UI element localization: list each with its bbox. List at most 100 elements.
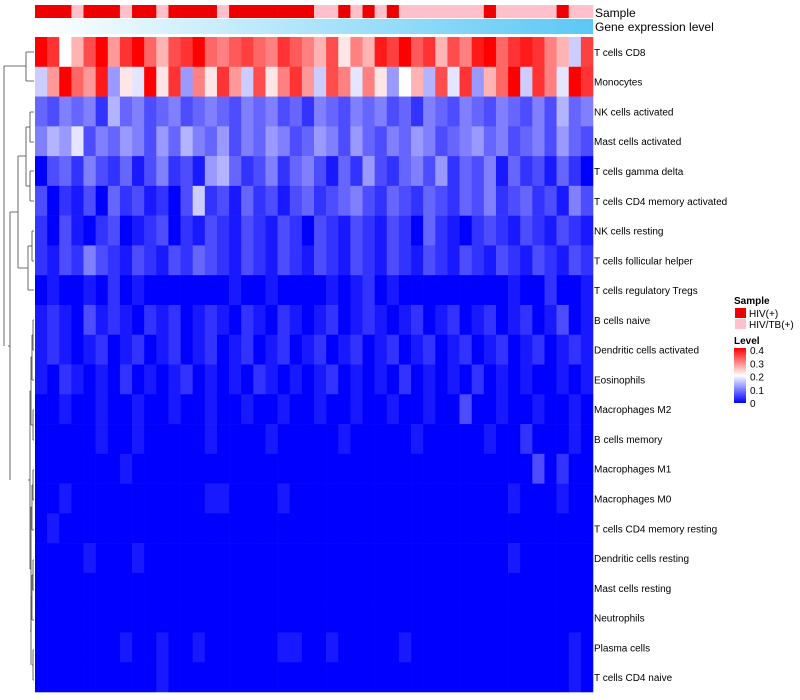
heatmap-cell: [35, 572, 48, 603]
heatmap-cell: [289, 96, 303, 127]
heatmap-cell: [156, 304, 169, 336]
heatmap-cell: [471, 126, 485, 157]
heatmap-cell: [277, 394, 291, 425]
row-label: T cells regulatory Tregs: [594, 286, 698, 297]
heatmap-cell: [532, 245, 545, 276]
heatmap-cell: [71, 37, 84, 68]
heatmap-cell: [156, 662, 169, 693]
heatmap-cell: [398, 424, 412, 455]
heatmap-cell: [204, 126, 218, 157]
heatmap-cell: [483, 304, 497, 336]
heatmap-cell: [107, 424, 121, 455]
heatmap-cell: [301, 126, 315, 157]
heatmap-cell: [83, 156, 96, 187]
heatmap-cell: [447, 245, 460, 276]
heatmap-cell: [180, 185, 193, 216]
heatmap-cell: [47, 126, 60, 157]
heatmap-cell: [253, 572, 266, 603]
heatmap-cell: [71, 275, 84, 306]
heatmap-cell: [35, 185, 48, 216]
heatmap-cell: [216, 394, 230, 425]
heatmap-cell: [229, 543, 242, 574]
heatmap-cell: [144, 66, 157, 97]
heatmap-cell: [568, 602, 582, 633]
heatmap-cell: [289, 662, 303, 693]
heatmap-cell: [520, 37, 533, 68]
heatmap-cell: [265, 334, 278, 365]
heatmap-cell: [132, 483, 145, 514]
row-label: Macrophages M1: [594, 465, 672, 476]
heatmap-cell: [156, 245, 169, 276]
heatmap-cell: [216, 156, 230, 187]
heatmap-cell: [362, 513, 375, 544]
heatmap-cell: [241, 662, 254, 693]
heatmap-cell: [580, 513, 594, 544]
heatmap-cell: [132, 632, 145, 663]
heatmap-cell: [180, 215, 193, 246]
heatmap-cell: [520, 424, 533, 455]
heatmap-cell: [204, 662, 218, 693]
heatmap-cell: [180, 483, 193, 514]
heatmap-cell: [495, 126, 509, 157]
heatmap-cell: [520, 126, 533, 157]
heatmap-cell: [289, 275, 303, 306]
heatmap-cell: [156, 543, 169, 574]
sample-cell: [241, 5, 254, 18]
heatmap-cell: [216, 245, 230, 276]
heatmap-cell: [156, 602, 169, 633]
heatmap-cell: [168, 394, 181, 425]
heatmap-cell: [180, 632, 193, 663]
heatmap-cell: [411, 364, 424, 395]
heatmap-cell: [289, 245, 303, 276]
heatmap-cell: [156, 275, 169, 306]
heatmap-cell: [544, 275, 557, 306]
heatmap-cell: [580, 185, 594, 216]
heatmap-cell: [95, 394, 109, 425]
row-label: T cells CD4 memory activated: [594, 197, 727, 208]
heatmap-cell: [326, 483, 339, 514]
heatmap-cell: [47, 543, 60, 574]
heatmap-cell: [556, 602, 570, 633]
heatmap-cell: [459, 483, 472, 514]
heatmap-cell: [277, 602, 291, 633]
heatmap-cell: [411, 662, 424, 693]
heatmap-cell: [95, 483, 109, 514]
heatmap-cell: [192, 662, 206, 693]
heatmap-cell: [265, 304, 278, 336]
heatmap-cell: [508, 245, 521, 276]
heatmap-cell: [459, 424, 472, 455]
heatmap-cell: [508, 632, 521, 663]
heatmap-cell: [241, 334, 254, 365]
heatmap-cell: [83, 334, 96, 365]
sample-cell: [350, 5, 363, 18]
sample-cell: [95, 5, 109, 18]
heatmap-cell: [532, 513, 545, 544]
heatmap-cell: [265, 513, 278, 544]
heatmap-cell: [374, 632, 388, 663]
heatmap-cell: [314, 662, 327, 693]
heatmap-cell: [180, 424, 193, 455]
heatmap-cell: [216, 572, 230, 603]
heatmap-cell: [289, 513, 303, 544]
heatmap-cell: [119, 543, 133, 574]
heatmap-cell: [374, 364, 388, 395]
heatmap-cell: [520, 66, 533, 97]
heatmap-cell: [119, 602, 133, 633]
heatmap-cell: [544, 602, 557, 633]
heatmap-cell: [520, 245, 533, 276]
heatmap-cell: [144, 602, 157, 633]
heatmap-cell: [508, 304, 521, 336]
heatmap-cell: [289, 453, 303, 484]
heatmap-cell: [289, 424, 303, 455]
heatmap-cell: [411, 126, 424, 157]
heatmap-cell: [532, 424, 545, 455]
heatmap-cell: [447, 37, 460, 68]
heatmap-cell: [338, 453, 351, 484]
heatmap-cell: [119, 453, 133, 484]
heatmap-cell: [411, 543, 424, 574]
heatmap-cell: [568, 513, 582, 544]
heatmap-cell: [495, 632, 509, 663]
heatmap-cell: [301, 602, 315, 633]
heatmap-cell: [508, 364, 521, 395]
heatmap-cell: [338, 483, 351, 514]
